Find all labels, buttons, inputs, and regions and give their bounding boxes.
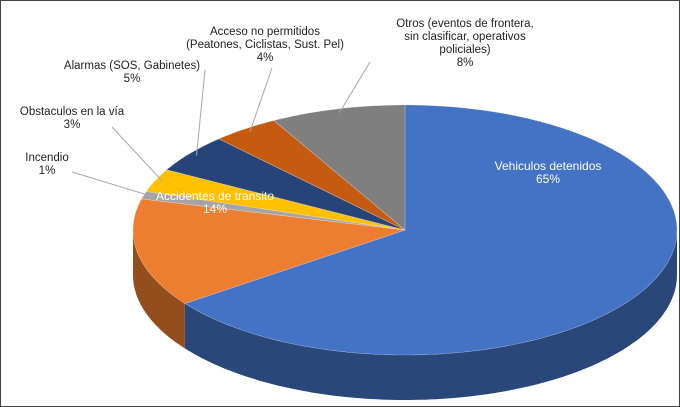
slice: [273, 104, 406, 231]
slice: [165, 138, 406, 231]
category-label: Accidentes de transito: [155, 189, 275, 203]
category-label: Alarmas (SOS, Gabinetes): [63, 60, 201, 72]
slice-side: [184, 230, 677, 400]
value-label: 4%: [256, 52, 274, 64]
data-label: Vehiculos detenidos 65%: [495, 160, 602, 186]
category-label: Acceso no permitidos (Peatones, Ciclista…: [186, 26, 344, 51]
leader-line: [196, 69, 206, 156]
value-label: 14%: [202, 202, 228, 216]
data-label: Incendio 1%: [25, 152, 68, 178]
leader-line: [71, 171, 152, 197]
slice: [184, 104, 678, 356]
data-label: Obstaculos en la vía 3%: [20, 106, 124, 132]
slice: [145, 169, 406, 231]
leader-line: [249, 67, 273, 133]
slice-side: [133, 230, 185, 349]
category-label: Vehiculos detenidos: [494, 159, 602, 173]
value-label: 8%: [456, 57, 474, 69]
data-label: Acceso no permitidos (Peatones, Ciclista…: [186, 26, 344, 65]
value-label: 3%: [63, 119, 81, 131]
value-label: 5%: [123, 73, 141, 85]
slice: [132, 198, 406, 304]
slice: [218, 120, 406, 231]
data-label: Alarmas (SOS, Gabinetes) 5%: [64, 60, 200, 86]
category-label: Otros (eventos de frontera, sin clasific…: [396, 18, 534, 56]
leader-line: [338, 61, 371, 113]
category-label: Obstaculos en la vía: [19, 106, 125, 118]
category-label: Incendio: [25, 152, 69, 164]
data-label: Otros (eventos de frontera, sin clasific…: [396, 18, 533, 70]
value-label: 1%: [38, 165, 56, 177]
value-label: 65%: [535, 172, 561, 186]
data-label: Accidentes de transito 14%: [156, 190, 274, 216]
leader-line: [111, 126, 164, 183]
